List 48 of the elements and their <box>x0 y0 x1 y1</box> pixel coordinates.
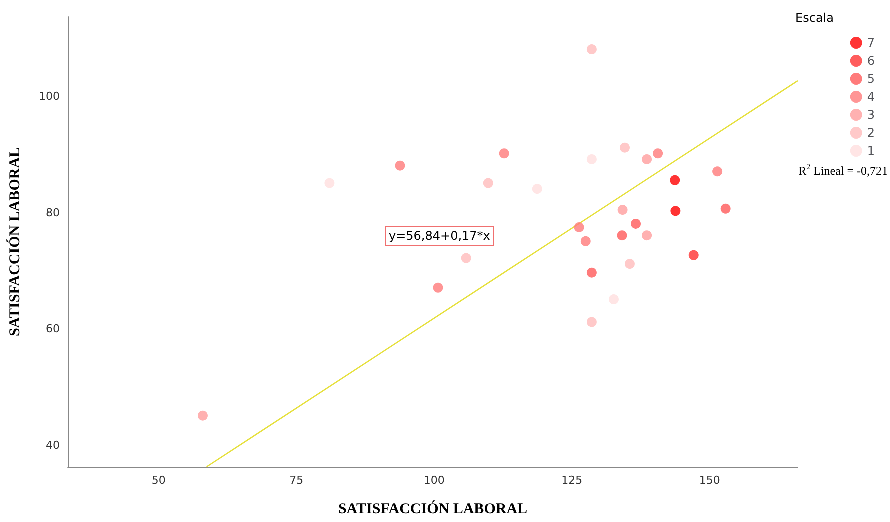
point <box>580 236 591 246</box>
point <box>198 410 208 421</box>
point <box>688 250 699 260</box>
legend-label: 7 <box>867 36 876 50</box>
legend-title: Escala <box>796 11 834 25</box>
point <box>620 142 630 153</box>
point <box>586 268 597 278</box>
point <box>720 204 731 214</box>
point <box>712 166 723 177</box>
x-tick-label: 125 <box>562 474 583 487</box>
y-tick-label: 100 <box>39 90 60 104</box>
point <box>499 148 510 159</box>
point <box>653 148 664 159</box>
annotation: y=56,84+0,17*x <box>389 229 490 243</box>
point <box>670 206 681 216</box>
x-tick-label: 75 <box>290 474 304 487</box>
point <box>586 317 597 328</box>
x-tick-label: 100 <box>424 474 445 487</box>
point <box>324 178 335 188</box>
point <box>608 294 619 305</box>
point <box>433 282 444 293</box>
y-tick-label: 60 <box>46 322 60 336</box>
point <box>642 230 652 241</box>
legend-label: 3 <box>867 108 876 122</box>
point <box>461 253 472 264</box>
point <box>483 178 494 188</box>
point <box>642 154 652 164</box>
point <box>624 259 635 270</box>
point <box>574 222 584 232</box>
point <box>617 230 628 241</box>
legend-label: 2 <box>867 126 876 140</box>
x-tick-label: 50 <box>152 474 166 487</box>
x-axis-title: SATISFACCIÓN LABORAL <box>338 500 528 518</box>
legend-label: 4 <box>867 90 876 104</box>
y-tick-label: 40 <box>46 438 60 452</box>
y-tick-label: 80 <box>46 206 60 220</box>
legend-label: 1 <box>867 144 876 158</box>
point <box>532 184 542 194</box>
point <box>586 154 597 164</box>
point <box>670 175 680 186</box>
legend-label: 6 <box>867 54 876 68</box>
point <box>618 205 628 216</box>
point <box>395 160 406 171</box>
x-tick-label: 150 <box>699 474 720 487</box>
y-axis-title: SATISFACCIÓN LABORAL <box>6 147 24 337</box>
legend-label: 5 <box>867 72 876 86</box>
point <box>631 218 642 229</box>
point <box>586 44 597 55</box>
